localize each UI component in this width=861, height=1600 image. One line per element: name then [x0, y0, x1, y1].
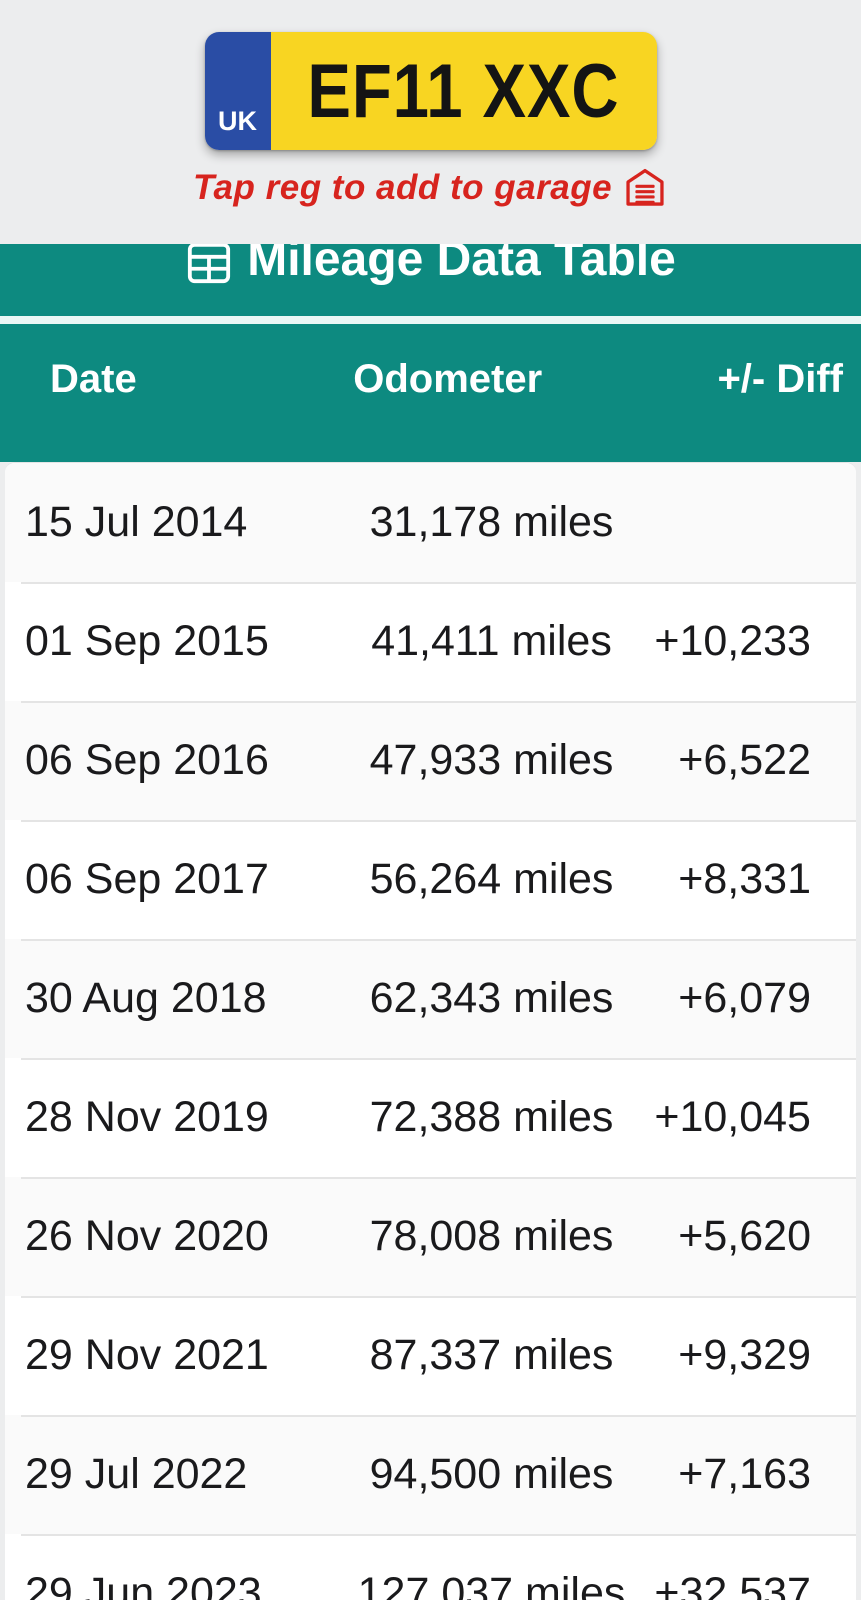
- plate-registration-text: EF11 XXC: [307, 48, 620, 134]
- row-diff: +6,079: [678, 974, 811, 1022]
- plate-country-band: UK: [204, 32, 271, 150]
- table-row: 15 Jul 2014 31,178 miles: [5, 463, 856, 582]
- row-date: 30 Aug 2018: [25, 974, 267, 1022]
- tap-reg-caption-text: Tap reg to add to garage: [192, 168, 613, 207]
- row-odometer: 47,933 miles: [369, 736, 614, 784]
- row-odometer: 78,008 miles: [369, 1212, 614, 1260]
- mileage-table-title: Mileage Data Table: [247, 244, 676, 286]
- row-date: 15 Jul 2014: [25, 498, 248, 546]
- row-diff: +6,522: [678, 736, 811, 784]
- row-date: 06 Sep 2017: [25, 855, 269, 903]
- row-odometer: 87,337 miles: [369, 1331, 614, 1379]
- row-odometer: 94,500 miles: [369, 1450, 614, 1498]
- row-diff: +32,537: [654, 1569, 811, 1600]
- row-date: 29 Nov 2021: [25, 1331, 269, 1379]
- table-row: 01 Sep 2015 41,411 miles +10,233: [5, 582, 856, 701]
- row-diff: +10,045: [654, 1093, 811, 1141]
- row-odometer: 41,411 miles: [371, 617, 612, 665]
- tap-reg-caption: Tap reg to add to garage: [0, 166, 861, 210]
- table-grid-icon: [188, 244, 231, 284]
- table-row: 26 Nov 2020 78,008 miles +5,620: [5, 1177, 856, 1296]
- row-odometer: 56,264 miles: [369, 855, 614, 903]
- row-date: 29 Jul 2022: [25, 1450, 248, 1498]
- table-row: 29 Nov 2021 87,337 miles +9,329: [5, 1296, 856, 1415]
- column-header-date: Date: [50, 357, 137, 401]
- table-row: 06 Sep 2016 47,933 miles +6,522: [5, 701, 856, 820]
- row-odometer: 127,037 miles: [357, 1569, 626, 1600]
- plate-number-area: EF11 XXC: [270, 32, 657, 150]
- mileage-table-header-band: Mileage Data Table Date Odometer +/- Dif…: [0, 244, 861, 462]
- row-diff: +8,331: [678, 855, 811, 903]
- row-date: 28 Nov 2019: [25, 1093, 269, 1141]
- row-date: 01 Sep 2015: [25, 617, 269, 665]
- row-odometer: 62,343 miles: [369, 974, 614, 1022]
- registration-plate[interactable]: UK EF11 XXC: [204, 32, 657, 150]
- row-diff: +7,163: [678, 1450, 811, 1498]
- garage-icon: [626, 168, 664, 206]
- table-row: 30 Aug 2018 62,343 miles +6,079: [5, 939, 856, 1058]
- mileage-table-body: 15 Jul 2014 31,178 miles 01 Sep 2015 41,…: [5, 462, 856, 1600]
- row-diff: +9,329: [678, 1331, 811, 1379]
- row-odometer: 31,178 miles: [369, 498, 614, 546]
- row-date: 26 Nov 2020: [25, 1212, 269, 1260]
- column-header-odometer: Odometer: [353, 357, 543, 401]
- plate-country-label: UK: [218, 106, 257, 136]
- row-date: 06 Sep 2016: [25, 736, 269, 784]
- table-row: 28 Nov 2019 72,388 miles +10,045: [5, 1058, 856, 1177]
- hero-section: UK EF11 XXC Tap reg to add to garage: [0, 32, 861, 244]
- mileage-table-title-row: Mileage Data Table: [0, 244, 861, 286]
- table-row: 29 Jun 2023 127,037 miles +32,537: [5, 1534, 856, 1600]
- row-diff: +10,233: [654, 617, 811, 665]
- row-diff: +5,620: [678, 1212, 811, 1260]
- column-headers: Date Odometer +/- Diff: [0, 359, 861, 399]
- table-row: 29 Jul 2022 94,500 miles +7,163: [5, 1415, 856, 1534]
- table-row: 06 Sep 2017 56,264 miles +8,331: [5, 820, 856, 939]
- title-divider: [0, 316, 861, 324]
- row-odometer: 72,388 miles: [369, 1093, 614, 1141]
- row-date: 29 Jun 2023: [25, 1569, 262, 1600]
- column-header-diff: +/- Diff: [717, 357, 843, 401]
